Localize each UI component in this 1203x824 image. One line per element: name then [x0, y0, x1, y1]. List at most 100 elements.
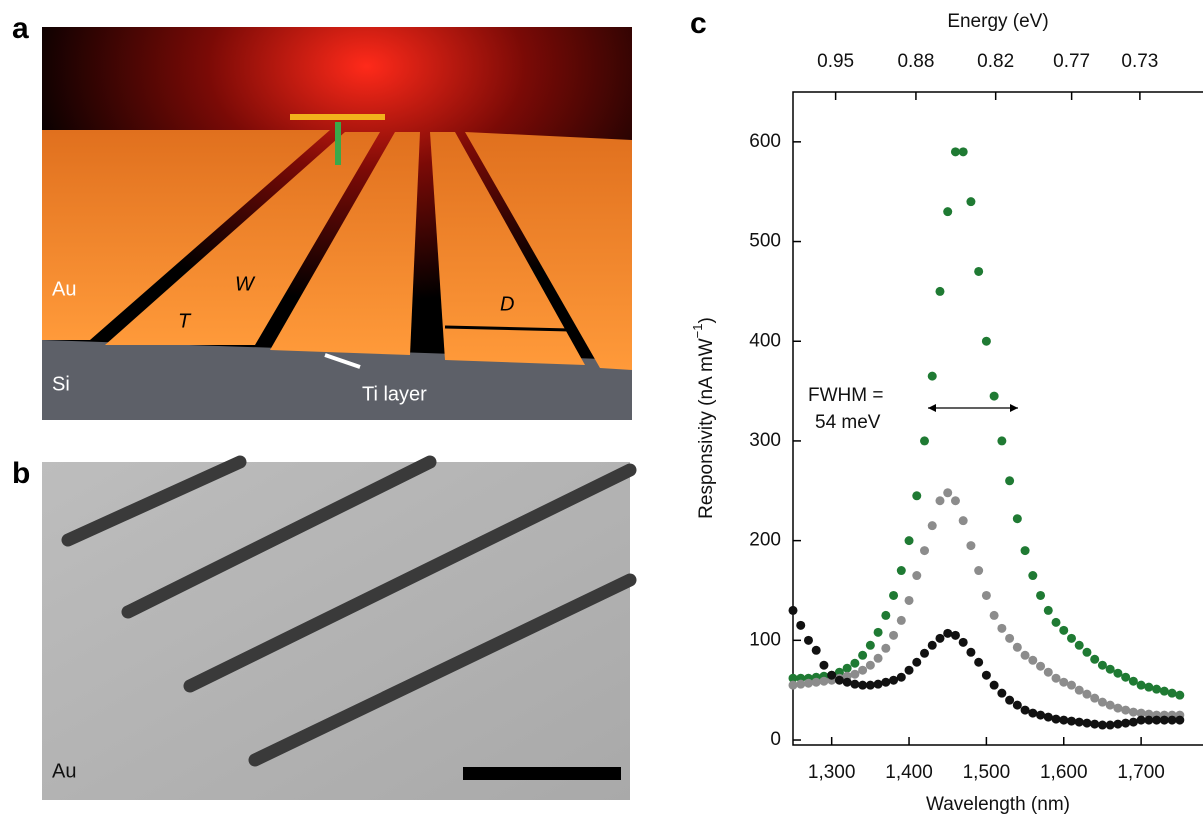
data-point — [1105, 700, 1115, 710]
data-point — [896, 672, 906, 682]
data-point — [796, 620, 806, 630]
y-label-part: ) — [696, 317, 717, 323]
data-point — [966, 197, 976, 207]
data-point — [981, 336, 991, 346]
data-point — [1128, 707, 1138, 717]
data-point — [873, 679, 883, 689]
data-point — [858, 650, 868, 660]
annotation: 54 meV — [815, 412, 881, 433]
data-point — [811, 645, 821, 655]
y-tick-label: 200 — [749, 530, 781, 551]
data-point — [1121, 718, 1131, 728]
x-axis-label: Wavelength (nm) — [926, 794, 1070, 815]
x2-tick-label: 0.82 — [977, 51, 1014, 72]
annotation: FWHM = — [808, 385, 883, 406]
data-point — [989, 391, 999, 401]
data-point — [1066, 716, 1076, 726]
data-point — [927, 521, 937, 531]
stripe — [430, 132, 585, 365]
data-point — [950, 630, 960, 640]
data-point — [1036, 661, 1046, 671]
data-point — [1128, 717, 1138, 727]
stripe — [105, 132, 380, 345]
data-point — [1167, 688, 1177, 698]
data-point — [819, 676, 829, 686]
data-point — [1097, 660, 1107, 670]
data-point — [904, 595, 914, 605]
panel-label: c — [690, 7, 707, 40]
data-point — [904, 536, 914, 546]
data-point — [989, 680, 999, 690]
data-point — [1020, 705, 1030, 715]
data-point — [943, 207, 953, 217]
data-point — [811, 677, 821, 687]
data-point — [1059, 677, 1069, 687]
data-point — [935, 633, 945, 643]
x-tick-label: 1,500 — [963, 762, 1011, 783]
data-point — [1051, 714, 1061, 724]
x2-tick-label: 0.73 — [1121, 51, 1158, 72]
data-point — [842, 677, 852, 687]
label: Ti layer — [362, 383, 427, 405]
data-point — [803, 678, 813, 688]
y-axis-label: Responsivity (nA mW−1) — [690, 317, 717, 519]
data-point — [850, 669, 860, 679]
data-point — [827, 670, 837, 680]
data-point — [1175, 715, 1185, 725]
data-point — [1175, 690, 1185, 700]
data-point — [842, 663, 852, 673]
data-point — [896, 615, 906, 625]
data-point — [788, 673, 798, 683]
data-point — [865, 680, 875, 690]
data-point — [997, 688, 1007, 698]
y-tick-label: 300 — [749, 430, 781, 451]
data-point — [889, 675, 899, 685]
data-point — [834, 675, 844, 685]
x2-tick-label: 0.88 — [897, 51, 934, 72]
data-point — [865, 660, 875, 670]
data-point — [881, 643, 891, 653]
data-point — [788, 605, 798, 615]
data-point — [1005, 633, 1015, 643]
data-point — [1097, 720, 1107, 730]
y-tick-label: 500 — [749, 231, 781, 252]
data-point — [1090, 654, 1100, 664]
data-point — [958, 637, 968, 647]
data-point — [966, 541, 976, 551]
data-point — [881, 610, 891, 620]
data-point — [935, 286, 945, 296]
data-point — [904, 665, 914, 675]
data-point — [1066, 633, 1076, 643]
data-point — [1020, 650, 1030, 660]
data-point — [1036, 710, 1046, 720]
data-point — [1043, 712, 1053, 722]
x2-tick-label: 0.95 — [817, 51, 854, 72]
data-point — [997, 436, 1007, 446]
data-point — [1090, 693, 1100, 703]
data-point — [1159, 686, 1169, 696]
data-point — [1136, 708, 1146, 718]
data-point — [873, 653, 883, 663]
data-point — [920, 648, 930, 658]
data-point — [803, 635, 813, 645]
data-point — [1059, 625, 1069, 635]
scale-bar — [463, 767, 621, 780]
arrow-head — [928, 404, 936, 412]
data-point — [1005, 695, 1015, 705]
data-point — [1051, 673, 1061, 683]
y-tick-label: 600 — [749, 131, 781, 152]
data-point — [1043, 605, 1053, 615]
data-point — [788, 680, 798, 690]
stripe — [270, 132, 420, 355]
data-point — [1059, 715, 1069, 725]
data-point — [1113, 668, 1123, 678]
label: Si — [52, 373, 70, 395]
data-point — [912, 571, 922, 581]
panel-label: b — [12, 457, 30, 490]
data-point — [912, 657, 922, 667]
data-point — [927, 640, 937, 650]
y-label-sup: −1 — [690, 323, 705, 338]
data-point — [1074, 717, 1084, 727]
